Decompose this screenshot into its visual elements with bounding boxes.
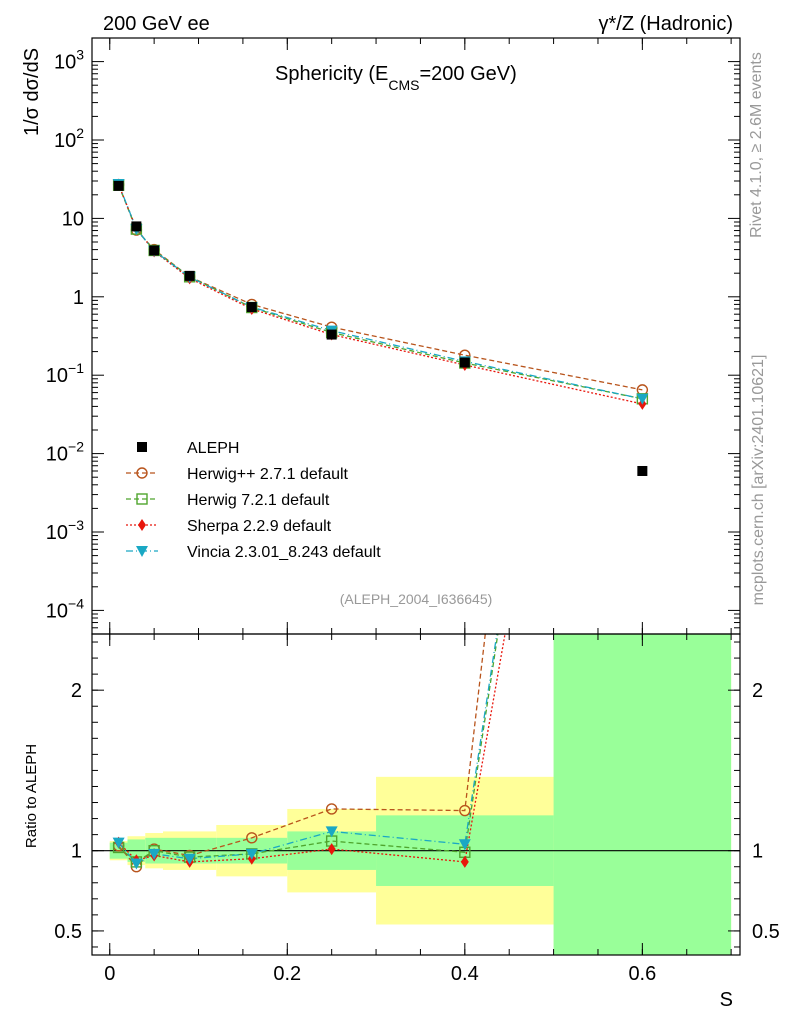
y-tick-label-top: 102	[54, 125, 84, 152]
legend-label-2: Sherpa 2.2.9 default	[187, 518, 332, 535]
y-tick-label-top: 10−1	[46, 360, 84, 387]
rivet-version-label: Rivet 4.1.0, ≥ 2.6M events	[748, 52, 765, 238]
chart-title-main: Sphericity (E	[275, 63, 388, 85]
series-markers	[112, 178, 649, 873]
y-tick-label-top: 10−4	[46, 595, 84, 622]
x-axis-label: S	[720, 989, 733, 1011]
legend-label-aleph: ALEPH	[187, 440, 239, 457]
aleph-data-point	[131, 221, 142, 232]
x-tick-label: 0	[104, 963, 115, 985]
aleph-data-point	[184, 270, 195, 281]
ratio-3-point	[148, 848, 161, 860]
process-label: γ*/Z (Hadronic)	[599, 13, 733, 35]
ratio-3-point	[112, 837, 125, 849]
y-tick-label-top: 10	[62, 208, 84, 230]
series-line-1	[118, 184, 643, 400]
aleph-data-point	[326, 329, 337, 340]
legend: ALEPH Herwig++ 2.7.1 default Herwig 7.2.1 …	[126, 440, 381, 561]
legend-marker-3	[136, 546, 148, 557]
aleph-data-point	[459, 357, 470, 368]
ratio-tick-label-right: 0.5	[752, 921, 780, 943]
x-tick-label: 0.2	[273, 963, 301, 985]
legend-label-3: Vincia 2.3.01_8.243 default	[187, 544, 381, 561]
energy-label: 200 GeV ee	[103, 13, 210, 35]
x-tick-label: 0.6	[628, 963, 656, 985]
ratio-0-point	[459, 804, 471, 817]
y-axis-label-ratio: Ratio to ALEPH	[23, 744, 40, 848]
ratio-tick-label-left: 2	[71, 680, 82, 702]
ratio-3-point	[245, 848, 258, 860]
y-tick-label-top: 10−2	[46, 439, 84, 466]
ratio-uncertainty-bands	[92, 634, 740, 955]
series-3-point	[636, 393, 649, 405]
legend-marker-1	[136, 493, 148, 505]
ratio-tick-label-right: 2	[752, 680, 763, 702]
ratio-3-point	[183, 853, 196, 865]
y-axis-label-top: 1/σ dσ/dS	[21, 48, 43, 136]
mcplots-label: mcplots.cern.ch [arXiv:2401.10621]	[750, 355, 767, 606]
y-tick-label-top: 10−3	[46, 517, 84, 544]
chart-title-sub: CMS	[388, 77, 419, 93]
stat-uncertainty-band-7	[553, 634, 732, 955]
y-tick-label-top: 1	[73, 287, 84, 309]
y-tick-label-top: 103	[54, 47, 84, 74]
legend-label-1: Herwig 7.2.1 default	[187, 492, 330, 509]
ratio-2-point	[327, 843, 336, 856]
ratio-panel-frame	[91, 633, 741, 956]
ratio-3-point	[458, 839, 471, 851]
aleph-data-point	[149, 245, 160, 256]
chart-title-tail: =200 GeV)	[420, 63, 517, 85]
ratio-3-point	[325, 826, 338, 838]
aleph-data-point	[246, 302, 257, 313]
x-tick-label: 0.4	[451, 963, 479, 985]
aleph-data-point	[113, 180, 124, 191]
ratio-tick-label-left: 0.5	[54, 921, 82, 943]
chart-title: Sphericity (ECMS=200 GeV)	[275, 63, 517, 93]
legend-marker-2	[138, 519, 146, 531]
ratio-0-point	[325, 803, 338, 815]
legend-marker-aleph	[137, 442, 147, 452]
ratio-tick-label-left: 1	[71, 841, 82, 863]
series-line-0	[118, 184, 643, 391]
ratio-2-point	[460, 855, 469, 868]
series-line-2	[118, 184, 643, 405]
analysis-id-label: (ALEPH_2004_I636645)	[340, 591, 493, 607]
series-line-3	[118, 183, 643, 400]
ratio-line-0	[118, 634, 486, 868]
ratio-tick-label-right: 1	[752, 841, 763, 863]
legend-marker-0	[136, 467, 148, 479]
legend-label-0: Herwig++ 2.7.1 default	[187, 466, 349, 483]
ratio-0-point	[246, 832, 258, 844]
aleph-data-point	[637, 465, 648, 476]
ratio-3-point	[130, 858, 143, 870]
